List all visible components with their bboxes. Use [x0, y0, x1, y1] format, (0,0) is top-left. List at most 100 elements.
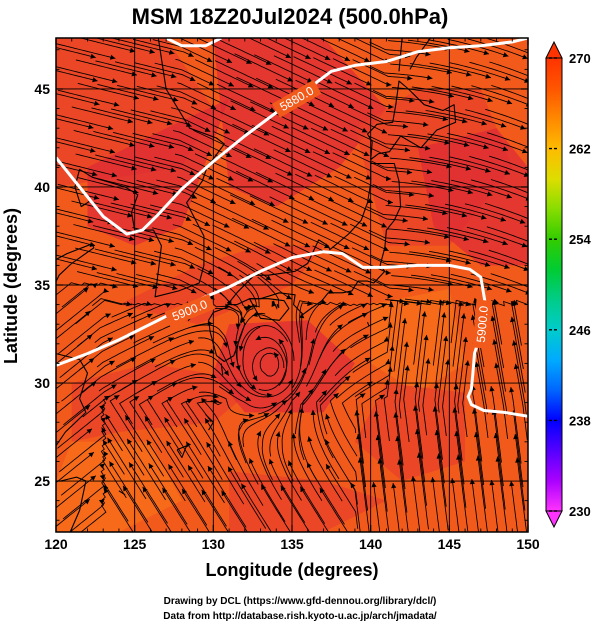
streamline-arrow — [213, 398, 219, 404]
streamline — [111, 108, 173, 125]
streamline-arrow — [474, 361, 480, 368]
streamline-arrow — [187, 240, 193, 245]
streamline-arrow — [408, 287, 414, 293]
streamline — [390, 63, 452, 74]
streamline — [206, 441, 245, 505]
streamline — [177, 38, 233, 63]
streamline-arrow — [89, 241, 96, 247]
streamline-arrow — [519, 218, 526, 224]
streamline-arrow — [105, 414, 111, 420]
streamline — [309, 104, 368, 133]
streamline — [257, 430, 282, 500]
streamline-arrow — [365, 80, 372, 86]
streamline-arrow — [228, 466, 233, 473]
streamline — [148, 463, 188, 525]
streamline-arrow — [287, 408, 293, 415]
streamline — [248, 38, 292, 59]
streamline — [216, 83, 276, 113]
streamline — [212, 130, 272, 160]
streamline-arrow — [226, 58, 232, 63]
streamline — [308, 436, 343, 502]
streamline — [114, 155, 177, 172]
streamline — [136, 179, 198, 199]
streamline-arrow — [482, 238, 489, 244]
streamline — [471, 85, 528, 105]
streamline — [134, 156, 196, 176]
streamline — [349, 223, 410, 245]
streamline-arrow — [185, 122, 192, 127]
streamline-arrow — [241, 483, 247, 490]
streamline-arrow — [148, 237, 155, 243]
streamline — [238, 419, 259, 485]
streamline — [273, 243, 332, 272]
streamline-arrow — [204, 221, 210, 226]
streamline-arrow — [382, 316, 389, 322]
streamline — [236, 170, 295, 200]
streamline-arrow — [245, 247, 251, 253]
streamline — [305, 301, 347, 341]
streamline — [394, 412, 406, 490]
streamline-arrow — [243, 306, 249, 312]
streamline — [214, 154, 274, 183]
streamline-arrow — [123, 485, 128, 492]
streamline-arrow — [265, 60, 272, 65]
streamline — [194, 246, 252, 280]
streamline — [425, 204, 487, 219]
streamline-arrow — [226, 152, 232, 157]
streamline — [470, 179, 528, 200]
streamline-arrow — [129, 141, 135, 147]
streamline-arrow — [361, 127, 368, 133]
streamline-arrow — [465, 165, 472, 171]
streamline-arrow — [504, 75, 511, 81]
streamline — [177, 82, 236, 111]
streamline-arrow — [502, 146, 509, 152]
streamline-arrow — [275, 431, 281, 437]
streamline — [464, 203, 526, 224]
streamline — [80, 357, 137, 394]
streamline-arrow — [263, 224, 269, 230]
streamline — [56, 310, 91, 340]
streamline-arrow — [389, 345, 395, 351]
streamline-arrow — [278, 339, 284, 345]
streamline — [329, 392, 358, 457]
streamline — [122, 485, 153, 532]
streamline-arrow — [189, 263, 195, 269]
streamline — [348, 106, 409, 128]
streamline-arrow — [403, 341, 409, 347]
streamline — [488, 155, 528, 171]
streamline-arrow — [172, 285, 178, 291]
streamline-arrow — [422, 215, 428, 221]
streamline — [415, 311, 426, 389]
streamline — [291, 126, 350, 156]
x-tick-label: 140 — [359, 536, 383, 552]
streamline-arrow — [263, 130, 270, 136]
streamline — [269, 196, 328, 225]
streamline — [387, 228, 450, 238]
streamline — [442, 359, 449, 437]
streamline — [294, 369, 327, 435]
streamline-arrow — [388, 301, 394, 308]
streamline — [255, 336, 288, 386]
streamline — [388, 40, 451, 50]
streamline-arrow — [201, 398, 207, 404]
streamline-arrow — [371, 482, 377, 488]
streamline — [234, 240, 292, 272]
streamline-arrow — [326, 78, 333, 84]
streamline — [377, 434, 388, 512]
streamline — [110, 202, 172, 219]
streamline-arrow — [133, 396, 140, 401]
streamline-arrow — [461, 212, 468, 218]
streamline-arrow — [367, 104, 374, 109]
streamline-arrow — [321, 390, 327, 396]
streamline — [414, 405, 426, 483]
streamline-arrow — [387, 199, 393, 205]
streamline-arrow — [167, 397, 173, 402]
streamline-arrow — [109, 148, 116, 154]
streamline — [495, 362, 509, 440]
streamline — [389, 157, 452, 168]
streamline — [135, 340, 195, 368]
streamline-arrow — [166, 440, 172, 447]
streamline-arrow — [310, 338, 316, 344]
streamline — [391, 181, 454, 192]
streamline — [107, 437, 147, 500]
